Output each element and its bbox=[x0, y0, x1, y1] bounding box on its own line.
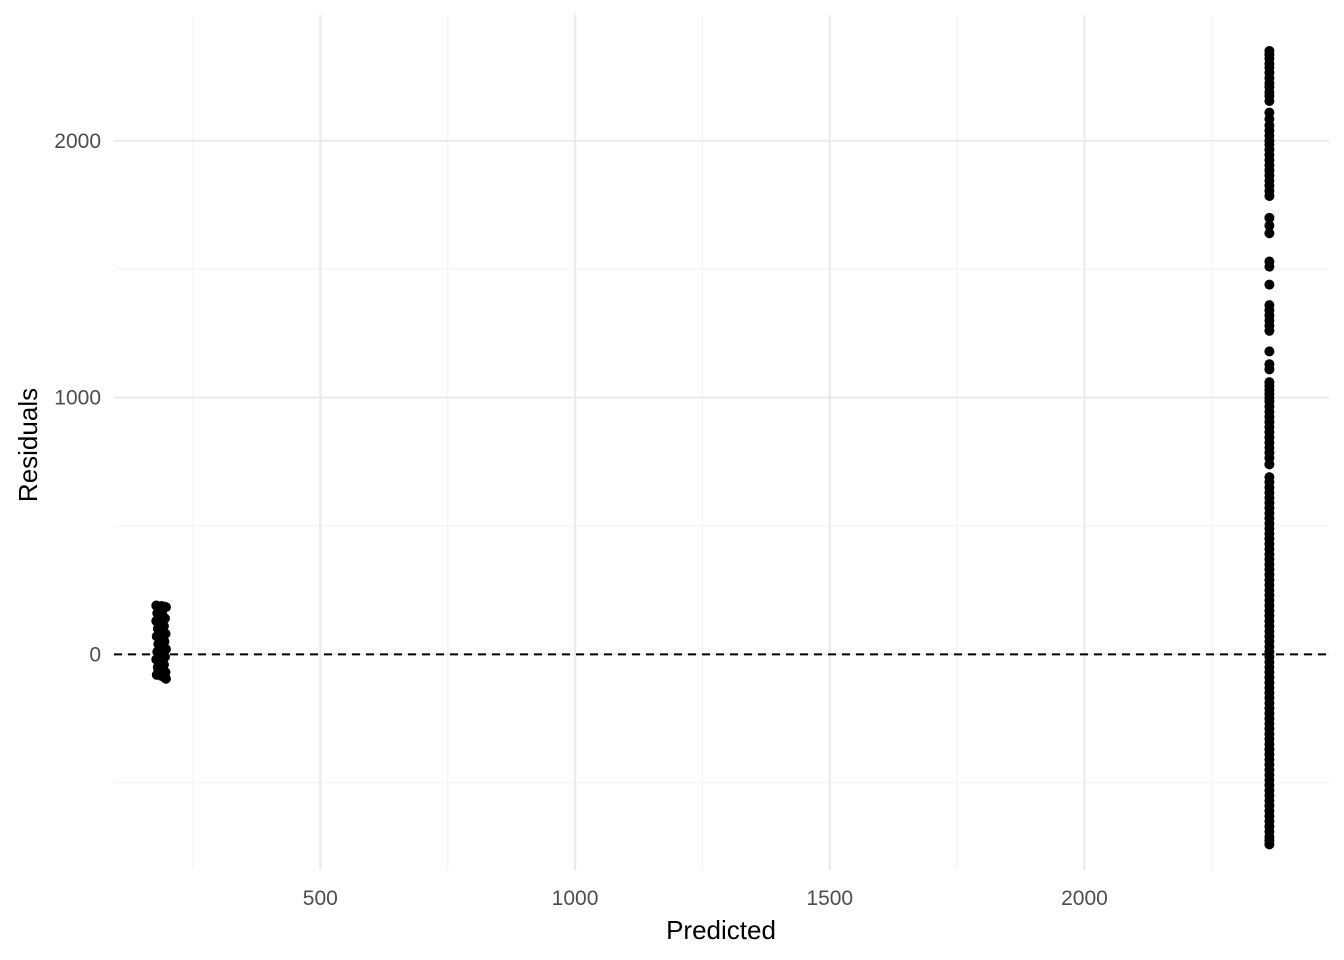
scatter-point bbox=[160, 602, 171, 613]
scatter-point bbox=[1264, 228, 1275, 239]
data-points bbox=[151, 45, 1275, 850]
scatter-point bbox=[1264, 220, 1275, 231]
y-tick-label: 2000 bbox=[54, 130, 101, 153]
x-tick-label: 500 bbox=[303, 887, 338, 910]
scatter-point bbox=[1264, 261, 1275, 272]
scatter-point bbox=[1264, 191, 1275, 202]
y-tick-label: 0 bbox=[89, 643, 101, 666]
scatter-point bbox=[158, 653, 169, 664]
scatter-point bbox=[1264, 325, 1275, 336]
minor-gridlines bbox=[114, 15, 1329, 870]
scatter-point bbox=[155, 660, 166, 671]
x-tick-label: 1000 bbox=[552, 887, 599, 910]
y-tick-label: 1000 bbox=[54, 387, 101, 410]
scatter-point bbox=[1264, 459, 1275, 470]
x-axis-title: Predicted bbox=[666, 915, 776, 945]
scatter-point bbox=[1264, 96, 1275, 107]
scatter-point bbox=[160, 673, 171, 684]
scatter-point bbox=[1264, 364, 1275, 375]
scatter-point bbox=[1264, 346, 1275, 357]
scatter-point bbox=[1264, 212, 1275, 223]
scatter-point bbox=[1264, 839, 1275, 850]
scatter-point bbox=[1264, 279, 1275, 290]
x-tick-label: 1500 bbox=[806, 887, 853, 910]
x-axis-tick-labels: 500 1000 1500 2000 bbox=[303, 887, 1108, 910]
y-axis-title: Residuals bbox=[13, 388, 43, 502]
x-tick-label: 2000 bbox=[1061, 887, 1108, 910]
major-gridlines bbox=[114, 15, 1329, 870]
y-axis-tick-labels: 0 1000 2000 bbox=[54, 130, 101, 667]
